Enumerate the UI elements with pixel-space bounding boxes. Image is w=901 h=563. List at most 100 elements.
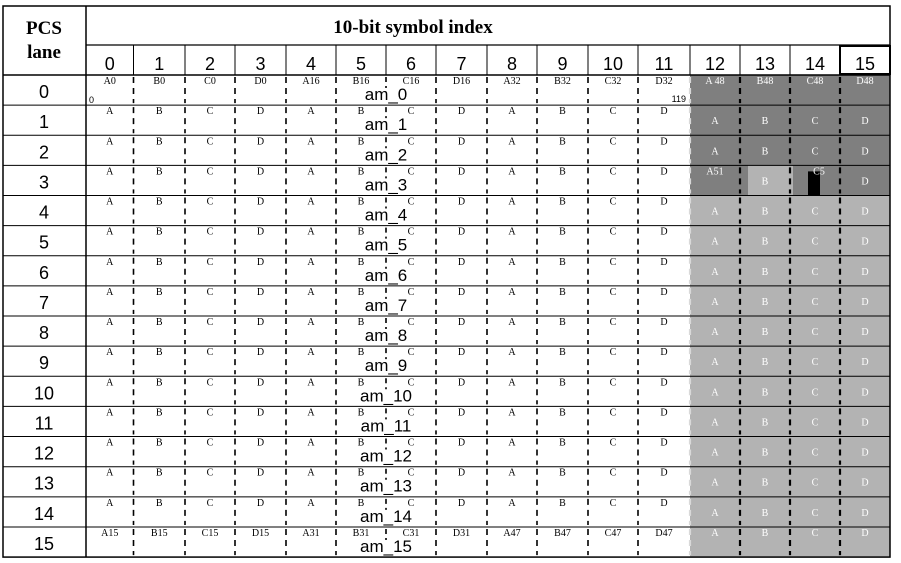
dark-gray-region-lane3-right <box>793 165 890 196</box>
column-index-4: 4 <box>306 54 316 74</box>
symbol-cell: C16 <box>403 76 420 87</box>
symbol-cell: A <box>711 357 719 368</box>
symbol-cell: C <box>812 508 819 519</box>
symbol-cell: D <box>458 227 465 238</box>
lane-index-13: 13 <box>34 474 54 494</box>
symbol-cell: B <box>358 347 365 358</box>
symbol-cell: D <box>861 116 868 127</box>
symbol-cell: B <box>762 176 769 187</box>
symbol-cell: A <box>508 287 516 298</box>
lane-index-7: 7 <box>39 293 49 313</box>
symbol-cell: C <box>207 287 214 298</box>
symbol-cell: B <box>559 136 566 147</box>
symbol-cell: A <box>307 106 315 117</box>
lane-index-6: 6 <box>39 263 49 283</box>
symbol-cell: B <box>358 106 365 117</box>
symbol-cell: D <box>257 498 264 509</box>
lane-index-15: 15 <box>34 534 54 554</box>
symbol-cell: A <box>106 317 114 328</box>
symbol-cell: C <box>610 166 617 177</box>
symbol-cell: B <box>559 377 566 388</box>
alignment-marker-label-7: am_7 <box>365 296 408 315</box>
symbol-cell: D <box>861 327 868 338</box>
symbol-cell: A <box>307 407 315 418</box>
symbol-cell: C <box>812 327 819 338</box>
symbol-cell: A <box>508 257 516 268</box>
symbol-cell: C <box>207 106 214 117</box>
table-grid <box>2 5 891 558</box>
symbol-cell: B32 <box>554 76 571 87</box>
symbol-cell: C0 <box>204 76 216 87</box>
symbol-cell: A <box>711 508 719 519</box>
symbol-cell: A <box>106 347 114 358</box>
symbol-cell: D <box>861 146 868 157</box>
symbol-cell: B <box>762 116 769 127</box>
alignment-marker-label-10: am_10 <box>360 386 412 405</box>
symbol-cell: C <box>408 407 415 418</box>
alignment-marker-label-9: am_9 <box>365 356 408 375</box>
symbol-cell: A <box>508 166 516 177</box>
symbol-cell: C <box>207 347 214 358</box>
symbol-cell: D <box>458 377 465 388</box>
symbol-cell: C <box>812 387 819 398</box>
column-index-13: 13 <box>755 54 775 74</box>
column-index-5: 5 <box>356 54 366 74</box>
symbol-cell: D32 <box>655 76 672 87</box>
lane-index-10: 10 <box>34 383 54 403</box>
symbol-cell: A <box>106 468 114 479</box>
lane-index-5: 5 <box>39 233 49 253</box>
symbol-cell: C <box>408 347 415 358</box>
symbol-cell: D <box>458 166 465 177</box>
lane-index-9: 9 <box>39 353 49 373</box>
symbol-cell: D <box>257 257 264 268</box>
symbol-cell: D <box>660 347 667 358</box>
symbol-cell: C <box>812 116 819 127</box>
alignment-marker-label-12: am_12 <box>360 447 412 466</box>
symbol-cell: C <box>812 146 819 157</box>
symbol-cell: C <box>408 136 415 147</box>
symbol-cell: B <box>156 377 163 388</box>
symbol-cell: B <box>156 347 163 358</box>
symbol-cell: A16 <box>302 76 319 87</box>
symbol-cell: A <box>307 166 315 177</box>
black-marker <box>808 171 820 196</box>
alignment-marker-label-13: am_13 <box>360 477 412 496</box>
symbol-cell: B48 <box>757 76 774 87</box>
column-index-11: 11 <box>655 54 674 74</box>
symbol-cell: D <box>458 468 465 479</box>
symbol-cell: D <box>458 257 465 268</box>
symbol-cell: B <box>358 377 365 388</box>
symbol-cell: D <box>861 417 868 428</box>
symbol-cell: A <box>711 327 719 338</box>
symbol-cell: A <box>307 498 315 509</box>
column-index-12: 12 <box>705 54 725 74</box>
symbol-cell: A <box>711 237 719 248</box>
symbol-cell: A <box>711 417 719 428</box>
symbol-cell: A <box>106 166 114 177</box>
symbol-cell: A <box>106 407 114 418</box>
symbol-cell: B16 <box>353 76 370 87</box>
symbol-cell: A <box>508 347 516 358</box>
symbol-cell: D <box>861 207 868 218</box>
alignment-marker-label-15: am_15 <box>360 537 412 556</box>
alignment-marker-label-5: am_5 <box>365 236 408 255</box>
symbol-cell: B <box>762 528 769 539</box>
column-index-8: 8 <box>507 54 517 74</box>
symbol-cell: D <box>458 106 465 117</box>
symbol-cell: B <box>762 267 769 278</box>
symbol-cell: C <box>408 106 415 117</box>
symbol-cell: D <box>257 317 264 328</box>
symbol-cell: B <box>559 106 566 117</box>
symbol-cell: A <box>711 297 719 308</box>
corner-title-lane: lane <box>27 42 61 63</box>
symbol-cell: D <box>257 438 264 449</box>
symbol-cell: A <box>307 287 315 298</box>
symbol-cell: A <box>711 448 719 459</box>
symbol-cell: C <box>610 498 617 509</box>
symbol-cell: D <box>257 227 264 238</box>
symbol-cell: A <box>106 498 114 509</box>
symbol-cell: D <box>660 377 667 388</box>
alignment-marker-label-8: am_8 <box>365 326 408 345</box>
symbol-cell: A <box>508 197 516 208</box>
symbol-cell: B <box>762 508 769 519</box>
